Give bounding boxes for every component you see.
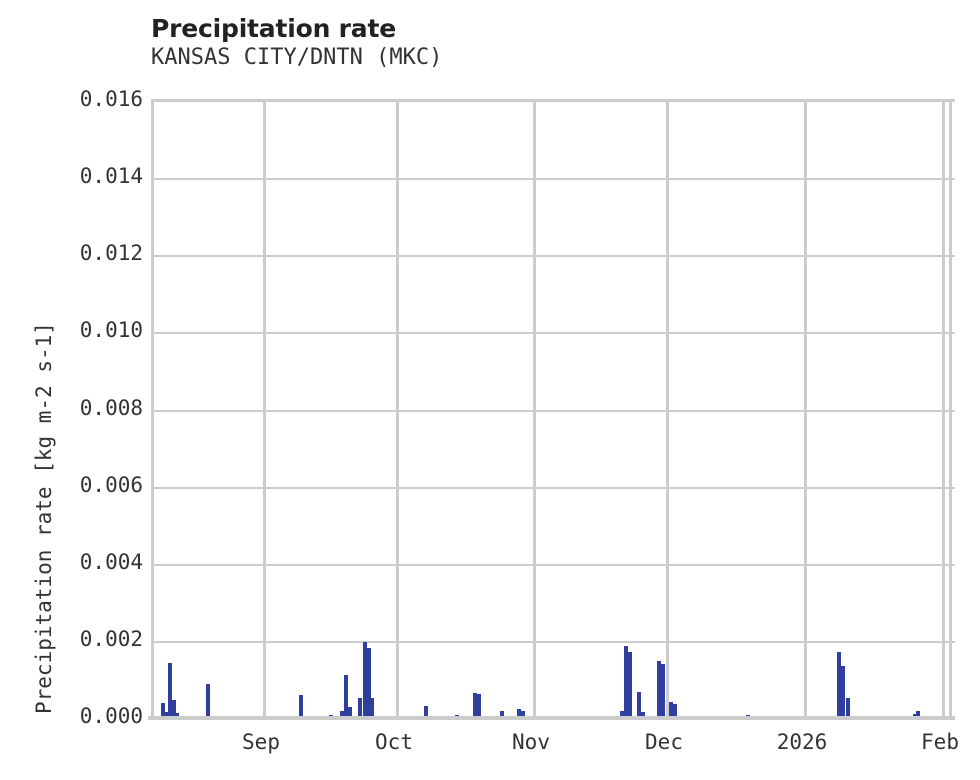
- bar: [673, 704, 677, 719]
- bar: [641, 712, 645, 719]
- bar: [916, 710, 920, 719]
- bar: [477, 694, 481, 719]
- x-axis-tick-label: Sep: [242, 730, 280, 754]
- bar: [340, 710, 344, 719]
- bar: [846, 697, 850, 719]
- x-axis-tick-label: Dec: [645, 730, 683, 754]
- gridline-horizontal: [154, 255, 955, 258]
- y-axis-tick-labels: 0.000 0.002 0.004 0.006 0.008 0.010 0.012 0.014…: [0, 0, 143, 780]
- x-axis-tick-label: Feb: [921, 730, 959, 754]
- gridline-horizontal: [154, 409, 955, 412]
- y-axis-tick-label: 0.016: [79, 87, 143, 111]
- y-axis-tick-label: 0.012: [79, 241, 143, 266]
- bar: [165, 711, 169, 719]
- bar: [358, 697, 362, 719]
- y-axis-tick-label: 0.000: [79, 704, 143, 728]
- bar: [161, 702, 165, 719]
- bar: [657, 661, 661, 719]
- bar: [624, 645, 628, 719]
- bar: [517, 709, 521, 719]
- page-title: Precipitation rate: [151, 14, 396, 43]
- y-axis-tick-label: 0.008: [79, 395, 143, 420]
- gridline-vertical: [666, 102, 669, 719]
- bar: [473, 692, 477, 719]
- x-axis-tick-label: 2026: [776, 730, 828, 754]
- bar: [344, 674, 348, 719]
- gridline-vertical: [804, 102, 807, 719]
- bar: [424, 705, 428, 719]
- bar: [206, 684, 210, 719]
- chart-subtitle: KANSAS CITY/DNTN (MKC): [151, 45, 443, 70]
- gridline-horizontal: [154, 178, 955, 181]
- bar: [168, 663, 172, 719]
- plot-area: [151, 99, 955, 719]
- bar: [841, 665, 845, 719]
- gridline-vertical: [942, 102, 945, 719]
- x-axis-tick-label: Nov: [512, 730, 550, 754]
- bar: [620, 711, 624, 719]
- chart-header: Precipitation rate KANSAS CITY/DNTN (MKC…: [151, 14, 951, 72]
- y-axis-tick-label: 0.010: [79, 318, 143, 343]
- gridline-vertical: [396, 102, 399, 719]
- gridline-horizontal: [154, 486, 955, 489]
- y-axis-tick-label: 0.006: [79, 472, 143, 497]
- bar: [837, 651, 841, 719]
- x-axis-tick-label: Oct: [375, 730, 413, 754]
- bar: [637, 692, 641, 719]
- bar: [363, 642, 367, 719]
- y-axis-tick-label: 0.004: [79, 549, 143, 574]
- bar: [521, 710, 525, 719]
- gridline-horizontal: [154, 332, 955, 335]
- bar: [172, 699, 176, 719]
- y-axis-tick-label: 0.014: [79, 164, 143, 189]
- plot-right-border: [949, 99, 952, 719]
- plot-inner: [154, 102, 955, 719]
- gridline-vertical: [263, 102, 266, 719]
- bar: [370, 697, 374, 719]
- bar: [500, 711, 504, 719]
- y-axis-tick-label: 0.002: [79, 626, 143, 651]
- x-axis-tick-labels: Sep Oct Nov Dec 2026 Feb: [0, 729, 980, 769]
- gridline-vertical: [533, 102, 536, 719]
- bar: [348, 707, 352, 719]
- bar: [669, 701, 673, 719]
- gridline-horizontal: [154, 563, 955, 566]
- bar: [628, 651, 632, 719]
- gridline-horizontal: [154, 640, 955, 643]
- bar: [299, 694, 303, 719]
- bar: [367, 647, 371, 719]
- bar: [175, 712, 179, 719]
- x-axis-line: [148, 716, 955, 720]
- bar: [661, 663, 665, 719]
